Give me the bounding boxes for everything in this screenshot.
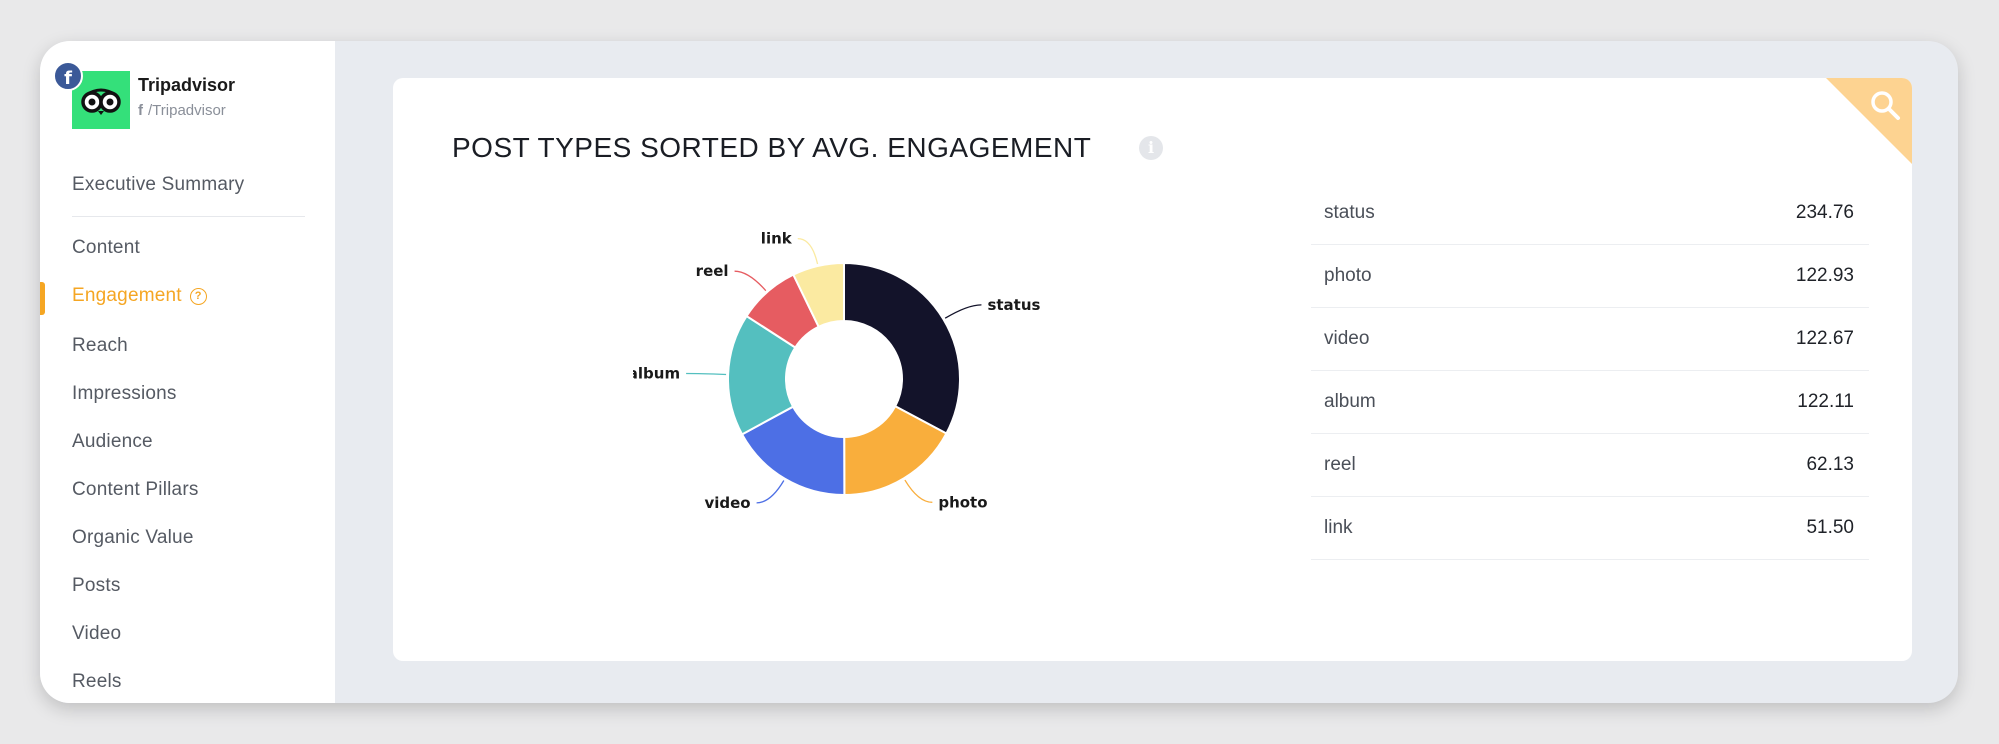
active-indicator bbox=[40, 282, 45, 315]
search-icon[interactable] bbox=[1868, 88, 1902, 122]
sidebar-item-reels[interactable]: Reels bbox=[72, 671, 122, 692]
slice-label-video: video bbox=[704, 494, 750, 512]
corner-badge[interactable] bbox=[1826, 78, 1912, 164]
row-value: 234.76 bbox=[1795, 202, 1854, 223]
facebook-small-icon: f bbox=[138, 102, 143, 119]
table-row: status 234.76 bbox=[1311, 182, 1869, 245]
sidebar-item-audience[interactable]: Audience bbox=[72, 431, 153, 452]
slice-label-link: link bbox=[761, 230, 793, 248]
slice-label-photo: photo bbox=[938, 493, 987, 511]
sidebar-item-content-pillars[interactable]: Content Pillars bbox=[72, 479, 199, 500]
table-row: link 51.50 bbox=[1311, 497, 1869, 560]
leader-line-reel bbox=[734, 270, 767, 292]
engagement-card: POST TYPES SORTED BY AVG. ENGAGEMENT i s… bbox=[393, 78, 1912, 661]
sidebar-item-reach[interactable]: Reach bbox=[72, 335, 128, 356]
brand-name: Tripadvisor bbox=[138, 75, 236, 95]
sidebar-item-video[interactable]: Video bbox=[72, 623, 122, 644]
sidebar-item-organic-value[interactable]: Organic Value bbox=[72, 527, 194, 548]
engagement-table: status 234.76 photo 122.93 video 122.67 … bbox=[1311, 182, 1869, 560]
table-row: reel 62.13 bbox=[1311, 434, 1869, 497]
row-label: status bbox=[1324, 202, 1375, 223]
help-icon[interactable]: ? bbox=[189, 288, 207, 305]
slice-label-reel: reel bbox=[696, 262, 729, 280]
slice-label-status: status bbox=[987, 296, 1040, 314]
row-value: 51.50 bbox=[1806, 517, 1854, 538]
row-label: link bbox=[1324, 517, 1353, 538]
brand-handle: f/Tripadvisor bbox=[138, 102, 226, 119]
table-row: video 122.67 bbox=[1311, 308, 1869, 371]
sidebar-item-executive-summary[interactable]: Executive Summary bbox=[72, 174, 245, 195]
table-row: photo 122.93 bbox=[1311, 245, 1869, 308]
row-label: photo bbox=[1324, 265, 1372, 286]
row-value: 62.13 bbox=[1806, 454, 1854, 475]
sidebar-item-impressions[interactable]: Impressions bbox=[72, 383, 177, 404]
leader-line-album bbox=[686, 372, 727, 376]
row-label: album bbox=[1324, 391, 1376, 412]
card-title: POST TYPES SORTED BY AVG. ENGAGEMENT bbox=[452, 132, 1092, 163]
row-value: 122.93 bbox=[1795, 265, 1854, 286]
leader-line-video bbox=[756, 480, 785, 504]
brand-handle-text: /Tripadvisor bbox=[148, 102, 226, 119]
leader-line-link bbox=[797, 238, 819, 265]
donut-slice-status[interactable] bbox=[843, 261, 961, 435]
tripadvisor-logo bbox=[72, 71, 130, 129]
slice-label-album: album bbox=[633, 365, 680, 383]
donut-chart: status photo video album reel link bbox=[633, 230, 1041, 512]
row-value: 122.67 bbox=[1795, 328, 1854, 349]
app-window: f Tripadvisor f/Tripadvisor Executive Su… bbox=[40, 41, 1958, 703]
sidebar-item-engagement[interactable]: Engagement? bbox=[72, 285, 207, 307]
donut-slice-link[interactable] bbox=[792, 261, 845, 329]
row-label: video bbox=[1324, 328, 1370, 349]
leader-line-photo bbox=[904, 479, 933, 503]
table-row: album 122.11 bbox=[1311, 371, 1869, 434]
sidebar-item-label: Engagement bbox=[72, 285, 182, 306]
sidebar-item-content[interactable]: Content bbox=[72, 237, 140, 258]
facebook-icon: f bbox=[53, 61, 83, 91]
row-value: 122.11 bbox=[1797, 391, 1854, 412]
info-icon[interactable]: i bbox=[1139, 136, 1163, 160]
nav-divider bbox=[72, 216, 305, 217]
leader-line-status bbox=[944, 304, 982, 319]
sidebar-item-posts[interactable]: Posts bbox=[72, 575, 121, 596]
row-label: reel bbox=[1324, 454, 1356, 475]
sidebar: f Tripadvisor f/Tripadvisor Executive Su… bbox=[40, 41, 335, 703]
